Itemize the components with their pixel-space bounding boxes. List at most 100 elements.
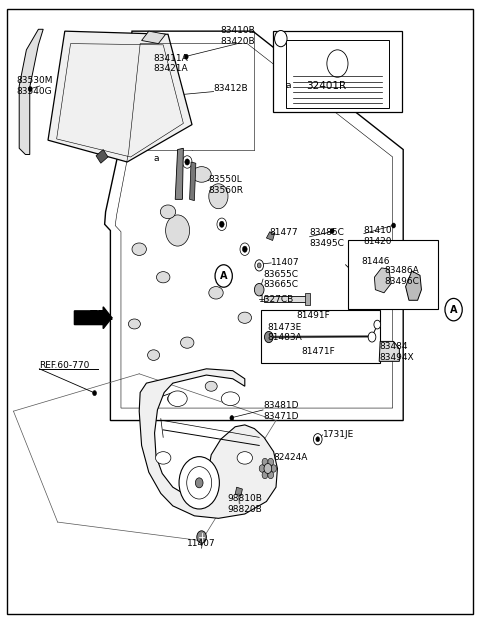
Text: 1327CB: 1327CB (259, 295, 294, 304)
Circle shape (445, 298, 462, 321)
Circle shape (316, 437, 320, 442)
Circle shape (327, 50, 348, 77)
Text: 83486A
83496C: 83486A 83496C (384, 266, 419, 286)
Circle shape (184, 54, 188, 59)
Polygon shape (374, 268, 391, 293)
Circle shape (217, 218, 227, 231)
Circle shape (257, 263, 261, 268)
Ellipse shape (221, 392, 240, 406)
Circle shape (264, 331, 273, 343)
Bar (261, 310, 380, 363)
Text: 83484
83494X: 83484 83494X (379, 342, 414, 362)
Text: 83411A
83421A: 83411A 83421A (153, 54, 188, 74)
Text: 81477: 81477 (270, 228, 299, 237)
Ellipse shape (237, 452, 252, 464)
Circle shape (182, 156, 192, 168)
Text: 83410B
83420B: 83410B 83420B (220, 26, 255, 46)
Circle shape (195, 478, 203, 488)
Polygon shape (235, 487, 242, 496)
Polygon shape (264, 296, 306, 302)
Polygon shape (406, 271, 421, 300)
Circle shape (215, 265, 232, 287)
Polygon shape (139, 369, 277, 518)
Circle shape (262, 471, 268, 478)
Ellipse shape (192, 166, 211, 183)
Circle shape (392, 223, 396, 228)
Ellipse shape (132, 243, 146, 255)
Circle shape (268, 471, 274, 478)
Ellipse shape (209, 287, 223, 299)
Circle shape (185, 159, 190, 165)
Text: 83412B: 83412B (214, 84, 248, 93)
Text: 11407: 11407 (187, 539, 216, 548)
Circle shape (275, 31, 287, 47)
Text: a: a (286, 82, 291, 90)
Circle shape (259, 465, 265, 472)
Text: 83485C
83495C: 83485C 83495C (310, 228, 345, 248)
Text: A: A (450, 305, 457, 315)
Ellipse shape (205, 381, 217, 391)
Polygon shape (175, 148, 183, 199)
Ellipse shape (160, 205, 176, 219)
Text: 82424A: 82424A (274, 453, 308, 462)
Text: 1731JE: 1731JE (323, 430, 354, 439)
Ellipse shape (156, 272, 170, 283)
Circle shape (209, 184, 228, 209)
Circle shape (197, 531, 206, 543)
Circle shape (264, 464, 272, 473)
Text: 81446: 81446 (361, 257, 389, 266)
Text: 83550L
83560R: 83550L 83560R (209, 175, 244, 195)
Text: 81491F: 81491F (296, 311, 330, 320)
Text: 81473E
81483A: 81473E 81483A (268, 323, 302, 343)
Text: 11407: 11407 (271, 259, 300, 267)
Circle shape (368, 332, 376, 342)
Ellipse shape (156, 452, 171, 464)
Text: REF.60-770: REF.60-770 (39, 361, 90, 370)
Text: 83655C
83665C: 83655C 83665C (263, 270, 298, 290)
Circle shape (255, 260, 264, 271)
Text: 81471F: 81471F (301, 347, 335, 356)
Circle shape (242, 246, 247, 252)
Polygon shape (305, 293, 310, 305)
Text: 83530M
83540G: 83530M 83540G (17, 76, 53, 96)
Circle shape (271, 465, 276, 472)
Polygon shape (266, 232, 275, 240)
Circle shape (313, 434, 322, 445)
Polygon shape (105, 31, 403, 421)
Ellipse shape (180, 337, 194, 348)
Text: 81410
81420: 81410 81420 (364, 226, 393, 246)
Bar (348, 240, 438, 309)
Polygon shape (48, 31, 192, 162)
Polygon shape (19, 29, 43, 155)
Ellipse shape (148, 350, 159, 360)
Text: A: A (220, 271, 228, 281)
FancyArrow shape (74, 307, 112, 329)
Polygon shape (142, 31, 166, 44)
Text: 83481D
83471D: 83481D 83471D (263, 401, 299, 421)
Circle shape (254, 283, 264, 296)
Text: 98810B
98820B: 98810B 98820B (228, 494, 262, 514)
Polygon shape (379, 341, 399, 361)
Circle shape (262, 459, 268, 466)
Circle shape (268, 459, 274, 466)
Text: a: a (154, 154, 159, 163)
Bar (273, 31, 402, 112)
Ellipse shape (238, 312, 252, 323)
Circle shape (28, 87, 32, 92)
Text: FR.: FR. (89, 310, 115, 323)
Ellipse shape (168, 391, 187, 406)
Circle shape (374, 320, 381, 329)
Ellipse shape (168, 394, 178, 404)
Circle shape (179, 457, 219, 509)
Circle shape (230, 416, 234, 421)
Text: 32401R: 32401R (306, 81, 347, 91)
Ellipse shape (129, 319, 140, 329)
Circle shape (187, 467, 212, 499)
Circle shape (219, 221, 224, 227)
Circle shape (93, 391, 96, 396)
Polygon shape (96, 150, 108, 163)
Circle shape (240, 243, 250, 255)
Polygon shape (190, 162, 196, 201)
Bar (286, 40, 389, 108)
Circle shape (166, 215, 190, 246)
